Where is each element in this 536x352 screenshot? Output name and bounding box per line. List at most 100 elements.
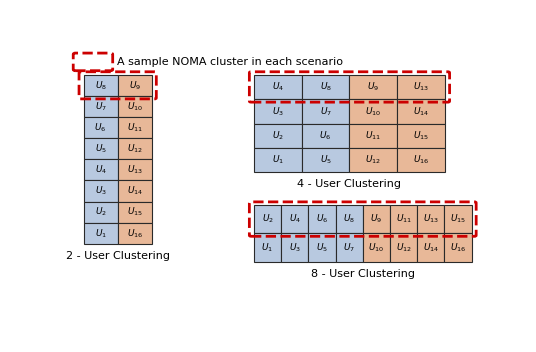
Bar: [118, 75, 152, 96]
Text: $U_4$: $U_4$: [288, 213, 301, 225]
Text: $U_3$: $U_3$: [289, 241, 301, 254]
Text: 2 - User Clustering: 2 - User Clustering: [66, 251, 170, 261]
Text: $U_2$: $U_2$: [95, 206, 107, 219]
Text: $U_8$: $U_8$: [319, 81, 332, 93]
Text: $U_{10}$: $U_{10}$: [365, 105, 382, 118]
Text: $U_{11}$: $U_{11}$: [396, 213, 412, 225]
Bar: [84, 223, 118, 244]
Text: $U_1$: $U_1$: [262, 241, 273, 254]
Text: $U_{12}$: $U_{12}$: [126, 143, 143, 155]
Bar: [254, 205, 281, 233]
Text: $U_{15}$: $U_{15}$: [126, 206, 143, 219]
Bar: [254, 124, 302, 148]
Bar: [118, 96, 152, 117]
Text: $U_{12}$: $U_{12}$: [366, 154, 381, 166]
Bar: [397, 99, 445, 124]
Bar: [349, 124, 397, 148]
Text: $U_{12}$: $U_{12}$: [396, 241, 412, 254]
Text: $U_6$: $U_6$: [94, 121, 107, 134]
Bar: [281, 205, 308, 233]
Bar: [397, 124, 445, 148]
Bar: [363, 205, 390, 233]
Text: $U_{13}$: $U_{13}$: [126, 164, 143, 176]
Bar: [308, 233, 336, 262]
Bar: [118, 223, 152, 244]
Bar: [84, 96, 118, 117]
Bar: [444, 205, 472, 233]
Bar: [302, 124, 349, 148]
Bar: [390, 233, 417, 262]
Bar: [397, 148, 445, 172]
Bar: [302, 75, 349, 99]
Text: $U_5$: $U_5$: [319, 154, 332, 166]
Text: A sample NOMA cluster in each scenario: A sample NOMA cluster in each scenario: [117, 57, 343, 67]
Bar: [417, 233, 444, 262]
Text: $U_{16}$: $U_{16}$: [413, 154, 429, 166]
Bar: [84, 75, 118, 96]
Bar: [336, 233, 363, 262]
Text: $U_5$: $U_5$: [316, 241, 328, 254]
Bar: [349, 99, 397, 124]
Bar: [302, 148, 349, 172]
Bar: [390, 205, 417, 233]
Text: $U_3$: $U_3$: [95, 185, 107, 197]
Text: $U_7$: $U_7$: [319, 105, 332, 118]
Bar: [84, 117, 118, 138]
Bar: [254, 99, 302, 124]
Text: $U_{11}$: $U_{11}$: [126, 121, 143, 134]
Text: $U_{14}$: $U_{14}$: [413, 105, 429, 118]
Text: $U_1$: $U_1$: [272, 154, 284, 166]
Bar: [281, 233, 308, 262]
Text: $U_{10}$: $U_{10}$: [126, 100, 143, 113]
Bar: [254, 148, 302, 172]
Bar: [118, 181, 152, 202]
Text: $U_{13}$: $U_{13}$: [423, 213, 439, 225]
Bar: [84, 159, 118, 181]
Bar: [308, 205, 336, 233]
Bar: [336, 205, 363, 233]
Text: 4 - User Clustering: 4 - User Clustering: [297, 179, 401, 189]
Text: $U_8$: $U_8$: [343, 213, 355, 225]
Bar: [349, 75, 397, 99]
Bar: [444, 233, 472, 262]
Text: $U_{14}$: $U_{14}$: [126, 185, 143, 197]
Text: $U_6$: $U_6$: [319, 130, 332, 142]
Bar: [302, 99, 349, 124]
Text: $U_{16}$: $U_{16}$: [450, 241, 466, 254]
Bar: [349, 148, 397, 172]
Text: $U_9$: $U_9$: [370, 213, 383, 225]
Text: $U_6$: $U_6$: [316, 213, 328, 225]
Text: $U_{11}$: $U_{11}$: [366, 130, 382, 142]
Text: $U_8$: $U_8$: [95, 79, 107, 92]
Bar: [118, 117, 152, 138]
Bar: [417, 205, 444, 233]
Text: $U_9$: $U_9$: [367, 81, 379, 93]
Text: $U_4$: $U_4$: [94, 164, 107, 176]
Text: $U_2$: $U_2$: [272, 130, 284, 142]
Text: $U_7$: $U_7$: [94, 100, 107, 113]
Text: $U_{10}$: $U_{10}$: [368, 241, 384, 254]
Bar: [84, 202, 118, 223]
Text: $U_7$: $U_7$: [343, 241, 355, 254]
Text: $U_{15}$: $U_{15}$: [450, 213, 466, 225]
Text: $U_{13}$: $U_{13}$: [413, 81, 429, 93]
Bar: [118, 138, 152, 159]
Bar: [254, 75, 302, 99]
Bar: [363, 233, 390, 262]
Bar: [397, 75, 445, 99]
Text: $U_4$: $U_4$: [272, 81, 284, 93]
Text: $U_3$: $U_3$: [272, 105, 284, 118]
Text: $U_{14}$: $U_{14}$: [423, 241, 439, 254]
Text: $U_1$: $U_1$: [94, 227, 107, 240]
Text: $U_{15}$: $U_{15}$: [413, 130, 429, 142]
Bar: [254, 233, 281, 262]
Bar: [118, 202, 152, 223]
Bar: [118, 159, 152, 181]
Bar: [84, 138, 118, 159]
Bar: [84, 181, 118, 202]
Text: $U_9$: $U_9$: [129, 79, 141, 92]
Text: 8 - User Clustering: 8 - User Clustering: [311, 269, 415, 278]
Text: $U_{16}$: $U_{16}$: [126, 227, 143, 240]
Text: $U_2$: $U_2$: [262, 213, 273, 225]
Text: $U_5$: $U_5$: [95, 143, 107, 155]
